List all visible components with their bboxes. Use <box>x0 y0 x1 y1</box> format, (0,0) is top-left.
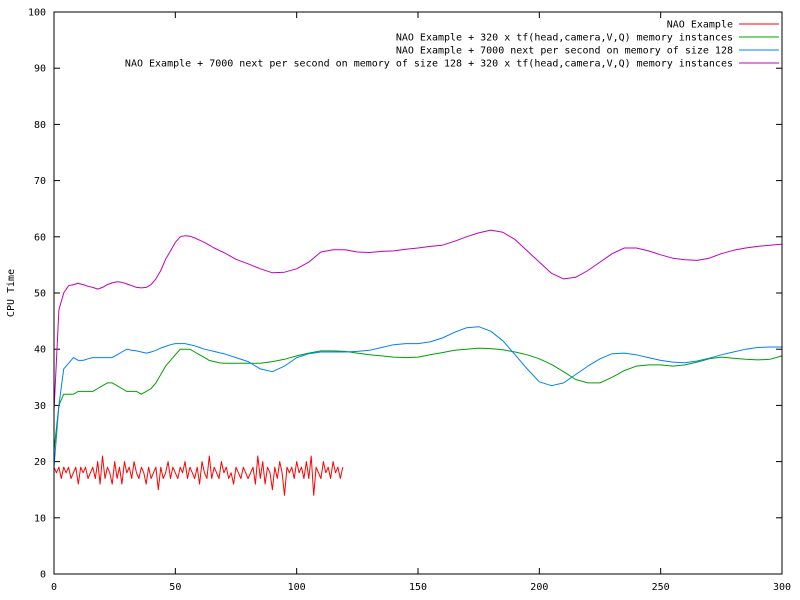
x-tick-label-5: 250 <box>652 582 670 593</box>
y-tick-label-2: 20 <box>34 457 46 468</box>
y-tick-label-9: 90 <box>34 64 46 75</box>
series-line-2 <box>53 326 782 468</box>
legend-label-0: NAO Example <box>667 20 733 31</box>
x-tick-label-4: 200 <box>530 582 548 593</box>
x-tick-label-3: 150 <box>409 582 427 593</box>
x-tick-label-1: 50 <box>169 582 181 593</box>
y-tick-label-5: 50 <box>34 289 46 300</box>
legend-label-3: NAO Example + 7000 next per second on me… <box>125 59 733 70</box>
y-tick-label-8: 80 <box>34 120 46 131</box>
y-tick-label-10: 100 <box>28 8 46 19</box>
y-tick-label-0: 0 <box>40 570 46 581</box>
y-tick-label-6: 60 <box>34 232 46 243</box>
series-line-0 <box>53 455 344 496</box>
series-line-1 <box>53 347 783 451</box>
x-tick-label-0: 0 <box>51 582 57 593</box>
x-tick-label-6: 300 <box>773 582 791 593</box>
chart-series <box>53 229 783 496</box>
chart-legend: NAO Example NAO Example + 320 x tf(head,c… <box>125 20 779 70</box>
series-line-3 <box>53 229 783 412</box>
axis-ticks: 0 10 20 30 40 50 60 70 80 90 100 0 50 100 150 200 250 300 <box>28 8 791 594</box>
legend-label-1: NAO Example + 320 x tf(head,camera,V,Q) … <box>396 33 733 44</box>
y-axis-label: CPU Time <box>6 269 17 317</box>
y-tick-label-7: 70 <box>34 176 46 187</box>
y-tick-label-3: 30 <box>34 401 46 412</box>
x-tick-label-2: 100 <box>288 582 306 593</box>
y-tick-label-4: 40 <box>34 345 46 356</box>
legend-label-2: NAO Example + 7000 next per second on me… <box>396 46 733 57</box>
y-tick-label-1: 10 <box>34 513 46 524</box>
plot-frame <box>53 11 783 575</box>
